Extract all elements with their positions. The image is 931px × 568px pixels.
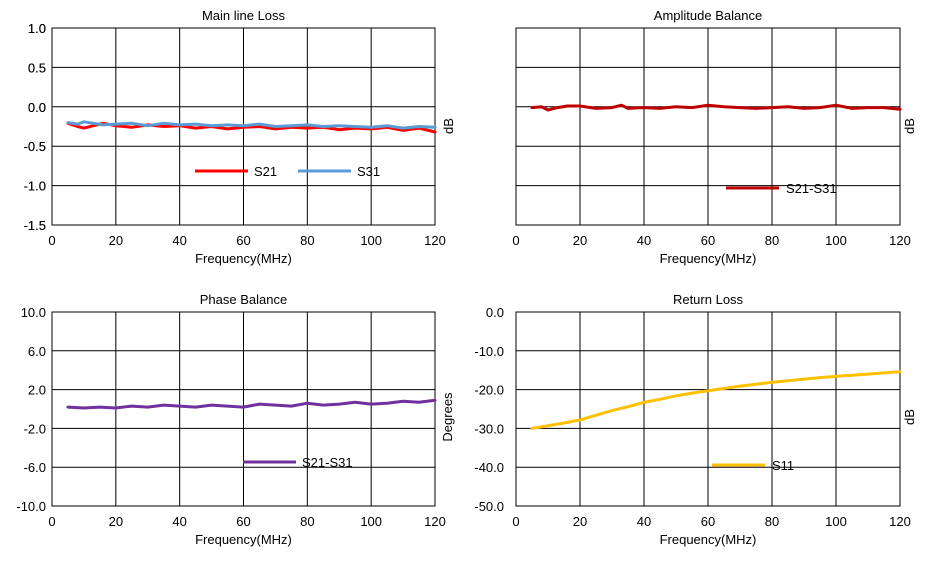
y-tick-label: -0.5 [24,139,46,154]
x-tick-label: 80 [300,514,314,529]
y-axis-label: dB [902,118,917,134]
y-tick-label: -2.0 [24,421,46,436]
plot-frame [51,311,436,507]
y-tick-label: -1.5 [24,218,46,233]
y-axis-label: dB [441,118,456,134]
x-tick-label: 80 [765,514,779,529]
y-tick-label: 0.5 [28,60,46,75]
chart-panel-3: 0 20 40 60 80 100 120 10.0 6.0 2.0 -2.0 -6.0 -10.0 Ph… [16,292,455,547]
x-tick-label: 60 [236,233,250,248]
x-tick-label: 60 [236,514,250,529]
x-tick-label: 60 [701,233,715,248]
x-tick-label: 20 [109,514,123,529]
x-tick-label: 60 [701,514,715,529]
y-tick-label: -40.0 [474,460,504,475]
legend-label: S21-S31 [302,455,353,470]
legend-label: S11 [772,458,794,473]
series-line [530,370,902,430]
x-tick-label: 80 [765,233,779,248]
legend-label: S31 [357,164,380,179]
y-tick-label: -0.5 [24,139,46,154]
x-tick-label: 0 [48,514,55,529]
y-axis-label: Degrees [440,392,455,442]
y-tick-label: 6.0 [28,344,46,359]
x-axis-label: Frequency(MHz) [195,532,292,547]
y-tick-label: 1.0 [28,21,46,36]
chart-panel-1: 0 20 40 60 80 100 120 1.0 0.5 0.0 -0.5 -1.0 -1.5 Main… [24,8,456,266]
x-tick-label: 120 [889,233,911,248]
y-tick-label: -1.0 [24,179,46,194]
x-tick-label: 100 [825,514,847,529]
x-tick-label: 120 [889,514,911,529]
x-tick-label: 0 [512,514,519,529]
y-axis-label: dB [902,409,917,425]
y-tick-label: 2.0 [28,383,46,398]
y-tick-label: -1.0 [24,179,46,194]
chart-title: Main line Loss [202,8,286,23]
x-tick-label: 20 [109,233,123,248]
x-tick-label: 120 [424,514,446,529]
x-tick-label: 80 [300,233,314,248]
chart-panel-2: 0 20 40 60 80 100 120 1.0 0.5 0.0 -0.5 -1.0 -1.5 Ampl… [24,8,917,266]
chart-title: Phase Balance [200,292,287,307]
x-axis-label: Frequency(MHz) [660,251,757,266]
chart-title: Return Loss [673,292,744,307]
x-tick-label: 20 [573,233,587,248]
plot-frame [515,311,901,507]
x-tick-label: 120 [424,233,446,248]
y-tick-label: -1.5 [24,218,46,233]
x-tick-label: 0 [512,233,519,248]
chart-title: Amplitude Balance [654,8,762,23]
x-tick-label: 20 [573,514,587,529]
y-tick-label: 1.0 [28,21,46,36]
plot-frame [515,27,901,226]
y-tick-label: -30.0 [474,421,504,436]
x-tick-label: 100 [360,514,382,529]
x-tick-label: 40 [172,233,186,248]
x-tick-label: 0 [48,233,55,248]
y-tick-label: 10.0 [21,305,46,320]
y-tick-label: -10.0 [16,499,46,514]
legend-label: S21 [254,164,277,179]
series-line [66,120,437,130]
y-tick-label: 0.0 [28,100,46,115]
x-tick-label: 40 [172,514,186,529]
y-tick-label: 0.0 [486,305,504,320]
y-tick-label: 0.0 [28,100,46,115]
y-tick-label: -10.0 [474,344,504,359]
x-axis-label: Frequency(MHz) [660,532,757,547]
chart-panel-4: 0 20 40 60 80 100 120 0.0 -10.0 -20.0 -30.0 -40.0 -5… [474,292,917,547]
x-tick-label: 40 [637,233,651,248]
y-tick-label: -20.0 [474,383,504,398]
y-tick-label: 0.5 [28,60,46,75]
x-tick-label: 40 [637,514,651,529]
series-line [66,398,437,410]
x-axis-label: Frequency(MHz) [195,251,292,266]
y-tick-label: -50.0 [474,499,504,514]
series-line [530,103,902,112]
y-tick-label: -6.0 [24,460,46,475]
x-tick-label: 100 [360,233,382,248]
x-tick-label: 100 [825,233,847,248]
legend-label: S21-S31 [786,181,837,196]
